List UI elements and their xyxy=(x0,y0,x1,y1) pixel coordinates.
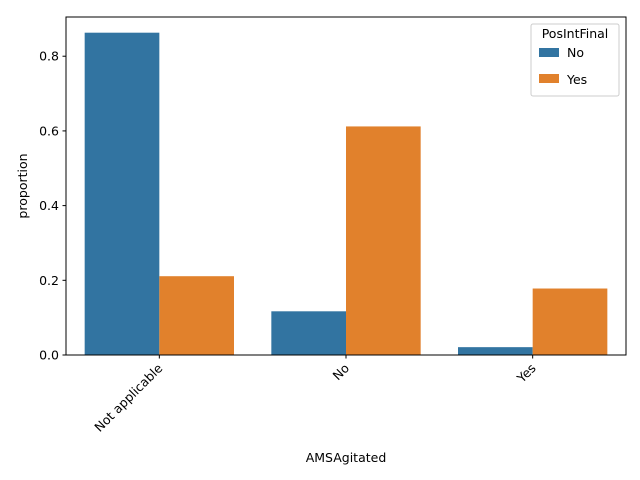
x-tick-label: No xyxy=(329,361,352,384)
y-tick-label: 0.4 xyxy=(39,198,59,213)
bar-yes-no xyxy=(346,126,421,356)
bar-no-no xyxy=(271,311,346,355)
x-tick-label: Yes xyxy=(513,361,539,387)
legend-swatch-no xyxy=(539,48,559,57)
x-tick-label: Not applicable xyxy=(91,360,165,434)
bar-no-yes xyxy=(458,347,533,355)
legend-swatch-yes xyxy=(539,74,559,83)
y-tick-label: 0.0 xyxy=(39,348,59,363)
legend-label-no: No xyxy=(567,45,584,60)
x-axis-label: AMSAgitated xyxy=(306,450,387,465)
x-axis: Not applicable No Yes xyxy=(91,355,539,435)
legend-label-yes: Yes xyxy=(566,72,587,87)
legend-title: PosIntFinal xyxy=(542,26,609,41)
bar-yes-yes xyxy=(532,288,608,355)
bar-yes-not-applicable xyxy=(159,276,234,355)
bars-group xyxy=(84,32,608,356)
y-tick-label: 0.6 xyxy=(39,123,59,138)
bar-no-not-applicable xyxy=(84,32,160,355)
legend: PosIntFinal No Yes xyxy=(530,23,620,97)
y-tick-label: 0.2 xyxy=(39,273,59,288)
y-axis-label: proportion xyxy=(15,153,30,218)
y-axis: 0.0 0.2 0.4 0.6 0.8 xyxy=(39,49,66,363)
plot-frame xyxy=(65,16,627,356)
y-tick-label: 0.8 xyxy=(39,49,59,64)
